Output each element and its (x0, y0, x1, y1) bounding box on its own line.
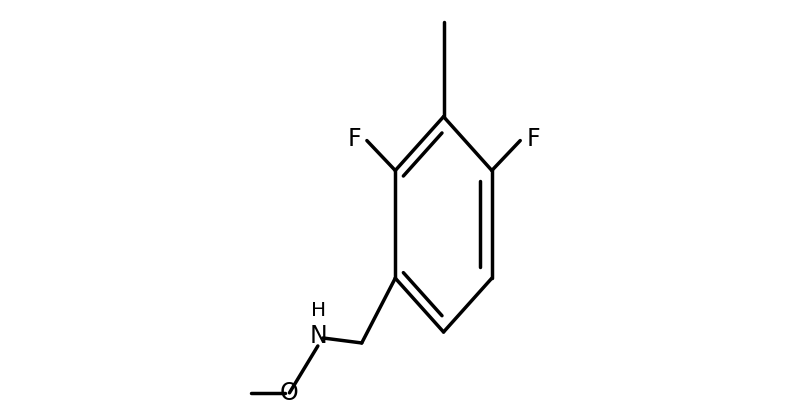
Text: N: N (310, 324, 328, 348)
Text: O: O (280, 381, 299, 405)
Text: F: F (526, 126, 540, 151)
Text: H: H (311, 301, 326, 320)
Text: F: F (348, 126, 361, 151)
